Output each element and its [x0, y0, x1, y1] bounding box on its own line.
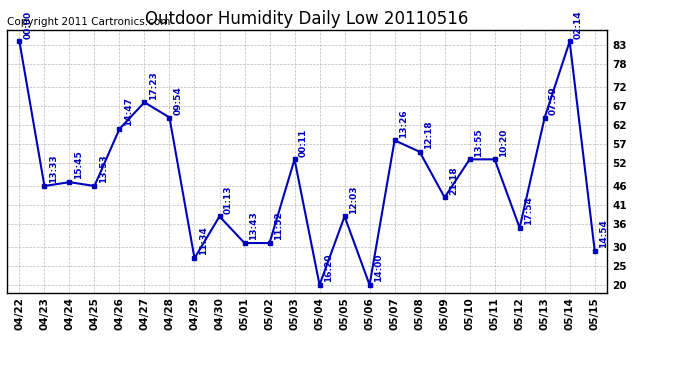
- Text: 15:45: 15:45: [74, 151, 83, 179]
- Text: 13:33: 13:33: [48, 154, 57, 183]
- Text: 11:34: 11:34: [199, 227, 208, 255]
- Text: 14:00: 14:00: [374, 254, 383, 282]
- Text: 17:23: 17:23: [148, 71, 157, 99]
- Text: 12:18: 12:18: [424, 120, 433, 149]
- Text: 16:20: 16:20: [324, 254, 333, 282]
- Text: 12:03: 12:03: [348, 185, 357, 214]
- Title: Outdoor Humidity Daily Low 20110516: Outdoor Humidity Daily Low 20110516: [146, 10, 469, 28]
- Text: 09:54: 09:54: [174, 86, 183, 115]
- Text: 02:14: 02:14: [574, 10, 583, 39]
- Text: 01:13: 01:13: [224, 185, 233, 214]
- Text: 10:20: 10:20: [499, 128, 508, 157]
- Text: 14:47: 14:47: [124, 97, 132, 126]
- Text: 00:00: 00:00: [23, 10, 32, 39]
- Text: 17:54: 17:54: [524, 196, 533, 225]
- Text: 14:54: 14:54: [599, 219, 608, 248]
- Text: Copyright 2011 Cartronics.com: Copyright 2011 Cartronics.com: [7, 17, 170, 27]
- Text: 21:18: 21:18: [448, 166, 457, 195]
- Text: 00:11: 00:11: [299, 128, 308, 157]
- Text: 11:52: 11:52: [274, 211, 283, 240]
- Text: 13:55: 13:55: [474, 128, 483, 157]
- Text: 13:43: 13:43: [248, 211, 257, 240]
- Text: 07:59: 07:59: [549, 86, 558, 115]
- Text: 13:26: 13:26: [399, 109, 408, 138]
- Text: 13:53: 13:53: [99, 154, 108, 183]
